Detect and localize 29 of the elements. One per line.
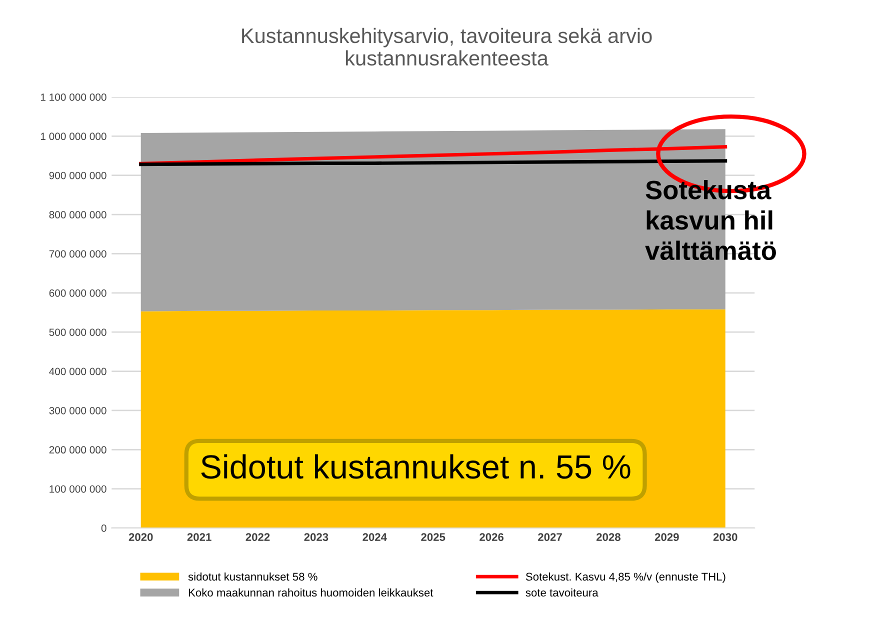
x-tick-label: 2029 xyxy=(654,533,679,542)
legend-label: sote tavoiteura xyxy=(526,588,598,597)
x-tick-label: 2030 xyxy=(713,533,738,542)
legend-label: sidotut kustannukset 58 % xyxy=(188,572,318,581)
y-tick-label: 0 xyxy=(101,524,106,532)
y-tick-label: 600 000 000 xyxy=(49,289,106,297)
x-tick-label: 2026 xyxy=(480,533,504,542)
legend-label: Koko maakunnan rahoitus huomoiden leikkaukset xyxy=(188,588,434,597)
y-tick-label: 700 000 000 xyxy=(49,250,106,258)
x-tick-label: 2028 xyxy=(596,533,620,542)
y-tick-label: 1 000 000 000 xyxy=(40,132,106,140)
x-tick-label: 2022 xyxy=(246,533,270,542)
y-tick-label: 100 000 000 xyxy=(50,485,106,493)
chart-title: Kustannuskehitysarvio, tavoiteura sekä arvio kustannusrakenteesta xyxy=(242,28,652,66)
x-tick-label: 2020 xyxy=(128,533,153,542)
y-tick-label: 300 000 000 xyxy=(49,406,106,414)
y-tick-label: 900 000 000 xyxy=(49,172,106,180)
y-tick-label: 400 000 000 xyxy=(49,368,106,376)
x-tick-label: 2024 xyxy=(362,533,387,542)
x-tick-label: 2027 xyxy=(538,533,562,542)
x-tick-label: 2023 xyxy=(304,533,328,542)
x-tick-label: 2021 xyxy=(187,533,212,542)
y-tick-label: 800 000 000 xyxy=(49,211,106,218)
x-tick-label: 2025 xyxy=(421,533,446,542)
legend-label: Sotekust. Kasvu 4,85 %/v (ennuste THL) xyxy=(526,572,726,583)
y-tick-label: 500 000 000 xyxy=(49,328,106,336)
y-tick-label: 200 000 000 xyxy=(49,446,106,454)
y-tick-label: 1 100 000 000 xyxy=(40,94,106,101)
annotation: Sidotut kustannukset n. 55 % xyxy=(201,454,630,479)
